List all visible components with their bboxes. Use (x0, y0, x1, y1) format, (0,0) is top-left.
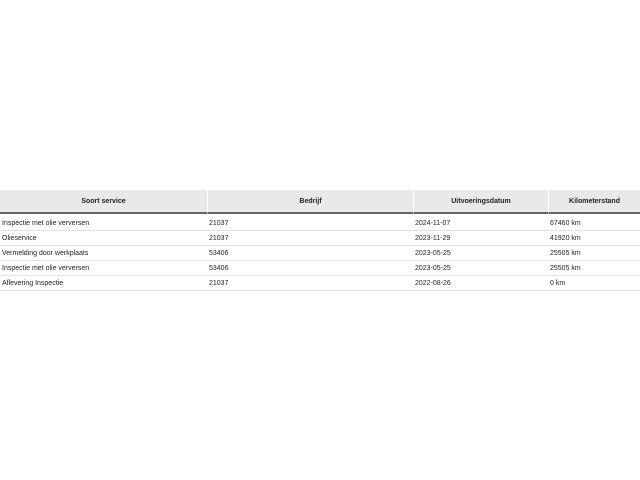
table-row: Vermelding door werkplaats 53406 2023-05-2… (0, 246, 640, 261)
header-uitvoeringsdatum: Uitvoeringsdatum (413, 190, 548, 214)
mileage-cell: 67460 km (548, 214, 640, 231)
table-row: Aflevering Inspectie 21037 2022-08-26 0 km (0, 276, 640, 291)
service-history-table: Soort service Bedrijf Uitvoeringsdatum K… (0, 190, 640, 291)
service-type-cell: Aflevering Inspectie (0, 276, 207, 291)
company-cell: 21037 (207, 231, 413, 246)
date-cell: 2023-11-29 (413, 231, 548, 246)
date-cell: 2023-05-25 (413, 246, 548, 261)
table-row: Olieservice 21037 2023-11-29 41920 km (0, 231, 640, 246)
header-kilometerstand: Kilometerstand (548, 190, 640, 214)
service-type-cell: Inspectie met olie verversen (0, 214, 207, 231)
date-cell: 2022-08-26 (413, 276, 548, 291)
date-cell: 2024-11-07 (413, 214, 548, 231)
table-header-row: Soort service Bedrijf Uitvoeringsdatum K… (0, 190, 640, 214)
service-type-cell: Olieservice (0, 231, 207, 246)
company-cell: 21037 (207, 276, 413, 291)
mileage-cell: 41920 km (548, 231, 640, 246)
header-soort-service: Soort service (0, 190, 207, 214)
header-bedrijf: Bedrijf (207, 190, 413, 214)
mileage-cell: 25505 km (548, 261, 640, 276)
company-cell: 53406 (207, 261, 413, 276)
service-type-cell: Inspectie met olie verversen (0, 261, 207, 276)
company-cell: 53406 (207, 246, 413, 261)
service-type-cell: Vermelding door werkplaats (0, 246, 207, 261)
mileage-cell: 25505 km (548, 246, 640, 261)
mileage-cell: 0 km (548, 276, 640, 291)
date-cell: 2023-05-25 (413, 261, 548, 276)
company-cell: 21037 (207, 214, 413, 231)
table-row: Inspectie met olie verversen 53406 2023-05… (0, 261, 640, 276)
table-row: Inspectie met olie verversen 21037 2024-11… (0, 214, 640, 231)
